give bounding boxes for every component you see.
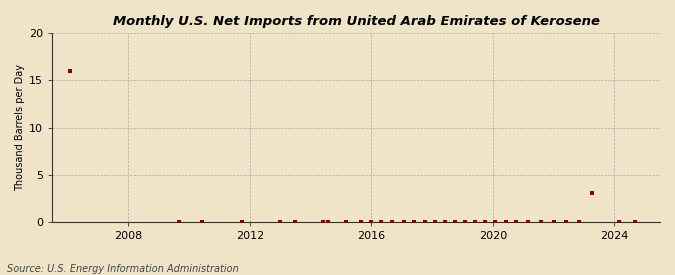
Point: [366, 219, 377, 224]
Point: [323, 219, 333, 224]
Point: [500, 219, 511, 224]
Point: [561, 219, 572, 224]
Point: [586, 191, 597, 196]
Point: [523, 219, 534, 224]
Point: [173, 219, 184, 224]
Point: [510, 219, 521, 224]
Point: [419, 219, 430, 224]
Point: [439, 219, 450, 224]
Text: Source: U.S. Energy Information Administration: Source: U.S. Energy Information Administ…: [7, 264, 238, 274]
Point: [614, 219, 625, 224]
Point: [470, 219, 481, 224]
Point: [480, 219, 491, 224]
Point: [429, 219, 440, 224]
Y-axis label: Thousand Barrels per Day: Thousand Barrels per Day: [15, 64, 25, 191]
Point: [196, 219, 207, 224]
Point: [399, 219, 410, 224]
Point: [386, 219, 397, 224]
Title: Monthly U.S. Net Imports from United Arab Emirates of Kerosene: Monthly U.S. Net Imports from United Ara…: [113, 15, 599, 28]
Point: [574, 219, 585, 224]
Point: [237, 219, 248, 224]
Point: [318, 219, 329, 224]
Point: [409, 219, 420, 224]
Point: [65, 69, 76, 73]
Point: [450, 219, 460, 224]
Point: [629, 219, 640, 224]
Point: [275, 219, 286, 224]
Point: [548, 219, 559, 224]
Point: [376, 219, 387, 224]
Point: [341, 219, 352, 224]
Point: [490, 219, 501, 224]
Point: [290, 219, 301, 224]
Point: [460, 219, 470, 224]
Point: [356, 219, 367, 224]
Point: [535, 219, 546, 224]
